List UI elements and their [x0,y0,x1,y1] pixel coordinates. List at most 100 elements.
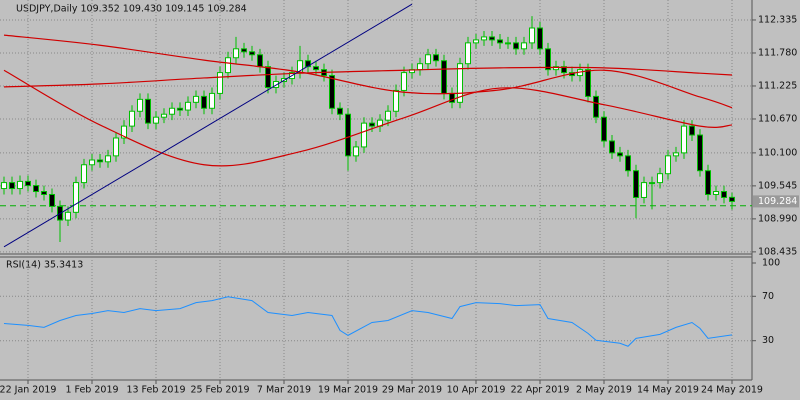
candle-body [249,51,255,56]
candle-body [233,48,239,59]
candle-body [681,125,687,154]
candle-body [513,42,519,50]
candle-body [481,36,487,41]
candle-body [9,182,15,190]
candle-body [241,48,247,53]
candle-body [601,116,607,142]
candle-body [609,140,615,154]
candle-body [593,95,599,118]
candle-body [49,193,55,207]
candle-body [729,196,735,202]
trend-line [3,3,413,248]
candle-body [505,42,511,45]
candle-body [329,75,335,109]
moving-average [3,69,733,167]
candle-body [161,113,167,118]
moving-average [3,66,733,88]
x-tick-label: 14 May 2019 [637,385,699,396]
candle-body [137,98,143,112]
x-tick-label: 22 Apr 2019 [511,385,570,396]
candle-body [201,95,207,109]
candle-body [705,170,711,195]
x-tick-label: 19 Mar 2019 [318,385,378,396]
candle-body [185,101,191,111]
candle-body [497,39,503,44]
candle-body [273,81,279,88]
candle-body [489,36,495,41]
candle-body [153,116,159,124]
rsi-line [3,296,733,347]
candle-body [17,180,23,190]
x-tick-label: 10 Apr 2019 [447,385,506,396]
candle-body [633,170,639,198]
candle-body [265,66,271,88]
y-tick-label: 110.100 [758,147,797,158]
x-tick-label: 29 Mar 2019 [382,385,442,396]
candle-body [657,173,663,184]
candle-body [721,191,727,198]
candle-body [1,182,7,190]
candle-body [529,27,535,44]
candle-body [73,182,79,213]
candle-body [65,211,71,221]
y-tick-label: 108.435 [758,246,797,257]
candle-body [689,125,695,136]
rsi-title: RSI(14) 35.3413 [6,260,83,271]
candle-body [385,110,391,121]
candle-body [441,60,447,94]
candle-body [121,125,127,139]
candle-body [33,185,39,193]
candle-body [433,54,439,62]
price-label: 109.284 [758,196,797,207]
candle-body [473,39,479,44]
y-tick-label: 110.670 [758,113,797,124]
candle-body [393,89,399,112]
x-tick-label: 25 Feb 2019 [190,385,249,396]
y-tick-label: 112.335 [758,14,797,25]
candle-body [585,69,591,97]
candle-body [41,191,47,195]
candle-body [305,60,311,68]
candle-body [225,57,231,74]
candle-body [369,122,375,127]
candle-body [401,72,407,91]
candle-body [713,191,719,195]
y-tick-label: 100 [762,257,780,268]
y-tick-label: 111.225 [758,80,797,91]
candle-body [457,63,463,103]
candle-body [337,107,343,115]
candle-body [521,42,527,50]
candle-body [209,92,215,109]
y-tick-label: 30 [762,335,774,346]
candle-body [313,66,319,71]
candle-body [537,27,543,50]
candle-body [641,182,647,198]
candle-body [105,155,111,163]
candle-body [553,66,559,71]
candle-body [649,182,655,185]
candle-body [217,72,223,94]
candle-body [129,110,135,127]
y-tick-label: 111.780 [758,47,797,58]
candle-body [697,134,703,172]
candle-body [545,48,551,71]
candle-body [353,146,359,157]
x-tick-label: 7 Mar 2019 [257,385,311,396]
chart-title: USDJPY,Daily 109.352 109.430 109.145 109… [16,4,247,15]
candle-body [113,137,119,157]
candle-body [673,152,679,157]
candle-body [425,54,431,65]
candle-body [665,155,671,175]
x-tick-label: 13 Feb 2019 [126,385,185,396]
candle-body [617,152,623,157]
candle-body [25,180,31,187]
y-tick-label: 108.990 [758,213,797,224]
candle-body [465,42,471,65]
candle-body [97,159,103,163]
candle-body [169,107,175,115]
candle-body [345,113,351,157]
moving-average [3,34,733,109]
x-tick-label: 1 Feb 2019 [65,385,118,396]
